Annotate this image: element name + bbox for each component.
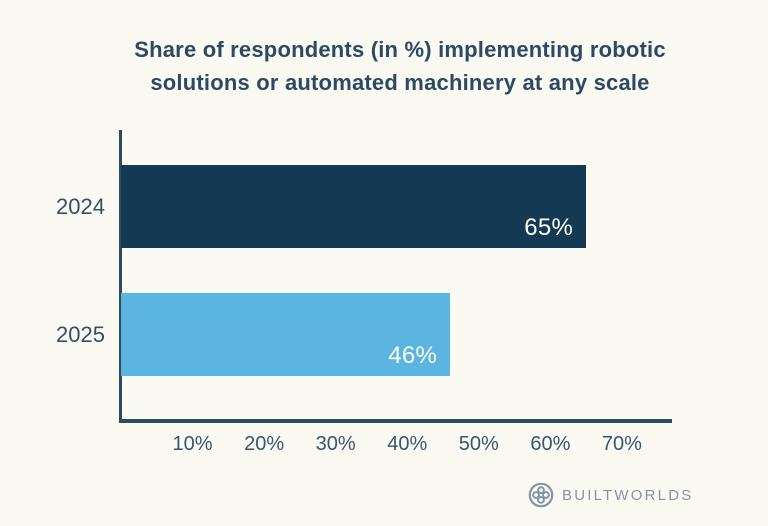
- category-label-2024: 2024: [56, 193, 105, 219]
- bar-2025: 46%: [121, 293, 451, 376]
- bar-value-2024: 65%: [524, 214, 574, 241]
- bar-row-2025: 2025 46%: [0, 293, 768, 376]
- x-tick-10: 10%: [172, 433, 213, 455]
- chart-title-line1: Share of respondents (in %) implementing…: [134, 37, 666, 62]
- bar-value-2025: 46%: [388, 342, 438, 369]
- x-tick-50: 50%: [458, 433, 499, 455]
- y-axis-line: [119, 130, 122, 422]
- builtworlds-logo-icon: [528, 482, 554, 508]
- bar-row-2024: 2024 65%: [0, 165, 768, 248]
- bar-2024: 65%: [121, 165, 587, 248]
- x-tick-20: 20%: [244, 433, 285, 455]
- brand-name: BUILTWORLDS: [562, 486, 694, 504]
- x-tick-70: 70%: [601, 433, 642, 455]
- x-tick-60: 60%: [530, 433, 571, 455]
- x-tick-30: 30%: [315, 433, 356, 455]
- chart-title-line2: solutions or automated machinery at any …: [150, 70, 650, 96]
- x-tick-40: 40%: [387, 433, 428, 455]
- brand-footer: BUILTWORLDS: [528, 482, 693, 508]
- x-axis-line: [119, 419, 672, 423]
- category-label-2025: 2025: [56, 321, 105, 347]
- chart-title: Share of respondents (in %) implementing…: [34, 33, 766, 100]
